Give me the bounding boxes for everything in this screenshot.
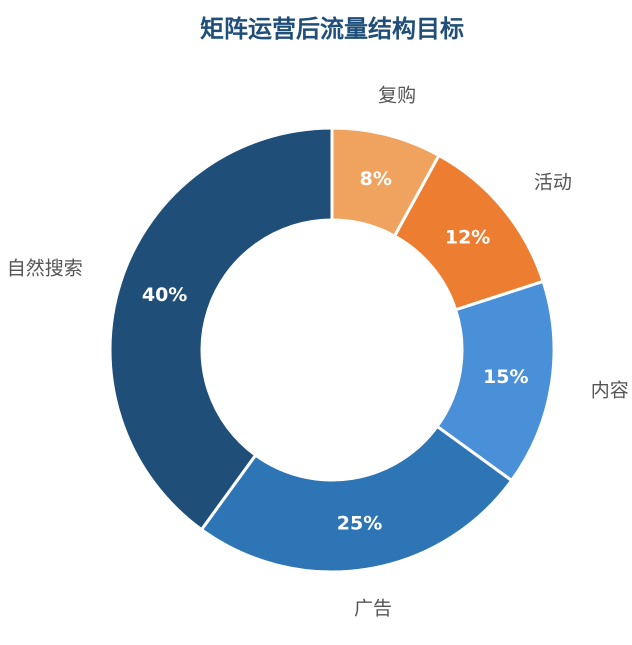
value-label: 12% [445, 226, 490, 248]
chart-title: 矩阵运营后流量结构目标 [200, 15, 464, 43]
category-label: 自然搜索 [7, 258, 83, 280]
category-label: 广告 [354, 597, 392, 619]
category-label: 内容 [591, 379, 629, 401]
value-label: 25% [337, 512, 382, 534]
value-label: 40% [142, 284, 187, 306]
slice [108, 126, 334, 532]
slice [199, 424, 514, 574]
category-label: 复购 [378, 85, 416, 107]
category-label: 活动 [534, 171, 572, 193]
value-label: 8% [360, 168, 392, 190]
value-label: 15% [483, 366, 528, 388]
